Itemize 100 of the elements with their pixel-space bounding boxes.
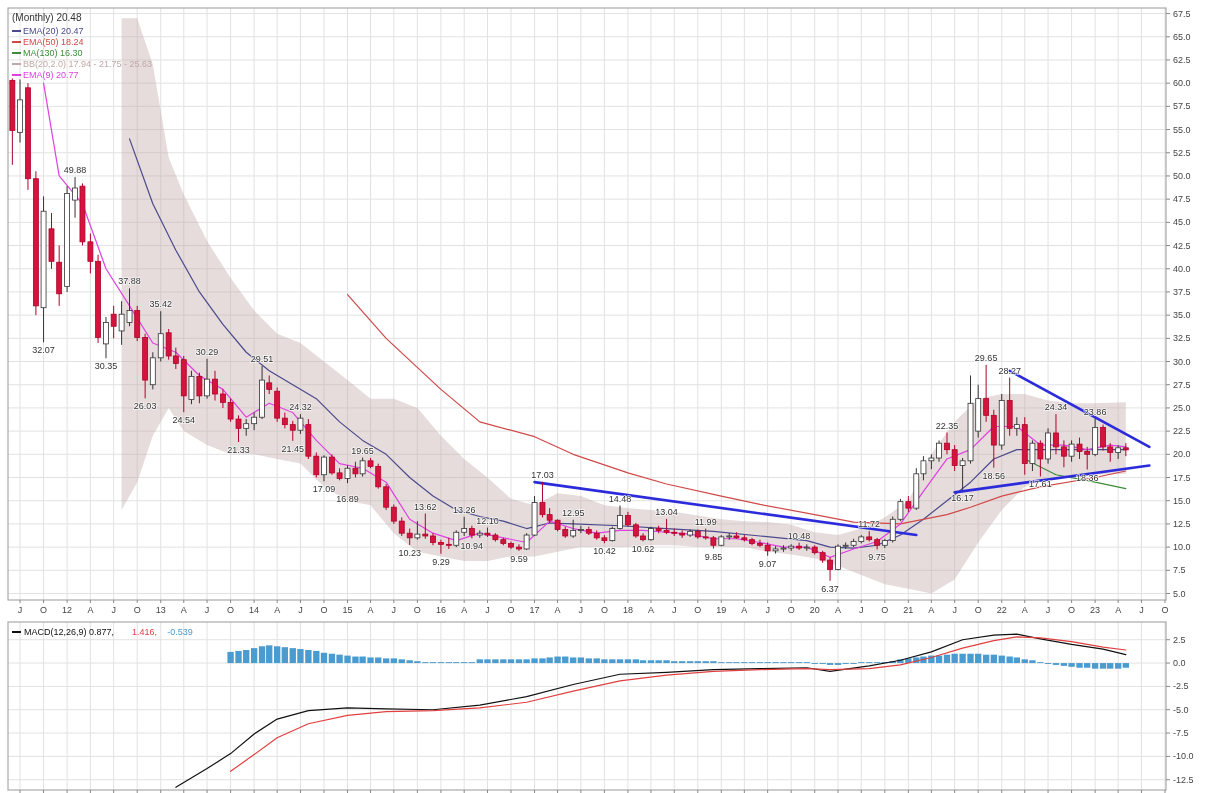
y-tick-label: 55.0 xyxy=(1173,124,1191,135)
y-tick-label: 27.5 xyxy=(1173,379,1191,390)
x-tick-label: J xyxy=(1045,605,1051,615)
x-tick-label: 20 xyxy=(809,605,820,615)
x-tick-label: J xyxy=(578,605,584,615)
y-tick-label: -7.5 xyxy=(1173,728,1189,739)
annotation: 24.54 xyxy=(172,415,196,426)
x-tick-label: O xyxy=(507,605,515,615)
x-tick-label: O xyxy=(413,605,421,615)
x-tick-label: 18 xyxy=(622,605,633,615)
x-tick-label: J xyxy=(485,605,490,615)
x-tick-label: A xyxy=(180,605,187,615)
x-tick-label: O xyxy=(133,605,141,615)
y-tick-label: 15.0 xyxy=(1173,495,1191,506)
annotation: 9.75 xyxy=(868,552,886,563)
annotation: 16.89 xyxy=(336,494,359,505)
y-tick-label: 5.0 xyxy=(1173,588,1186,599)
x-tick-label: 13 xyxy=(155,605,166,615)
y-tick-label: 67.5 xyxy=(1173,8,1191,19)
annotation: 28.27 xyxy=(998,365,1021,376)
y-tick-label: 10.0 xyxy=(1173,542,1191,553)
y-tick-label: 62.5 xyxy=(1173,54,1191,65)
chart-title: (Monthly) 20.48 xyxy=(12,12,82,23)
annotation: 10.42 xyxy=(593,546,616,557)
y-tick-label: 32.5 xyxy=(1173,333,1191,344)
y-tick-label: 35.0 xyxy=(1173,310,1191,321)
x-tick-label: J xyxy=(111,605,116,615)
y-tick-label: -10.0 xyxy=(1173,751,1194,762)
x-tick-label: O xyxy=(881,605,889,615)
legend-label: EMA(20) 20.47 xyxy=(23,26,84,36)
y-tick-label: 65.0 xyxy=(1173,31,1191,42)
x-tick-label: 22 xyxy=(996,605,1007,615)
annotation: 13.04 xyxy=(655,506,678,517)
y-tick-label: 0.0 xyxy=(1173,658,1186,669)
annotation: 9.85 xyxy=(704,551,723,562)
x-tick-label: O xyxy=(227,605,235,615)
legend-label: EMA(50) 18.24 xyxy=(23,37,84,47)
x-tick-label: 16 xyxy=(435,605,446,615)
y-tick-label: 2.5 xyxy=(1173,634,1186,645)
annotation: 11.99 xyxy=(694,516,717,527)
y-tick-label: -12.5 xyxy=(1173,774,1194,785)
annotation: 10.48 xyxy=(787,530,811,541)
annotation: 24.34 xyxy=(1044,402,1068,413)
y-tick-label: 25.0 xyxy=(1173,402,1191,413)
x-tick-label: 17 xyxy=(529,605,540,615)
annotation: 12.95 xyxy=(561,507,585,518)
x-tick-label: J xyxy=(765,605,770,615)
x-tick-label: A xyxy=(741,605,748,615)
y-tick-label: 17.5 xyxy=(1173,472,1191,483)
y-tick-label: 30.0 xyxy=(1173,356,1191,367)
x-tick-label: A xyxy=(1021,605,1028,615)
annotation: 17.09 xyxy=(312,484,336,495)
x-tick-label: A xyxy=(461,605,468,615)
x-tick-label: O xyxy=(1161,605,1169,615)
annotation: 9.29 xyxy=(432,556,450,567)
legend-label: MA(130) 16.30 xyxy=(23,48,83,58)
annotation: 22.35 xyxy=(935,420,959,431)
x-tick-label: O xyxy=(694,605,702,615)
annotation: 35.42 xyxy=(149,299,173,310)
annotation: 21.45 xyxy=(281,443,305,454)
annotation: 10.23 xyxy=(398,547,421,558)
annotation: 32.07 xyxy=(32,345,55,356)
x-tick-label: 14 xyxy=(249,605,260,615)
annotation: 37.88 xyxy=(118,276,141,287)
x-tick-label: A xyxy=(554,605,561,615)
annotation: 9.59 xyxy=(510,553,528,564)
x-tick-label: O xyxy=(320,605,328,615)
y-tick-label: 52.5 xyxy=(1173,147,1191,158)
y-tick-label: 37.5 xyxy=(1173,286,1191,297)
x-tick-label: 12 xyxy=(62,605,73,615)
annotation: 29.65 xyxy=(974,352,998,363)
x-tick-label: O xyxy=(974,605,982,615)
annotation: 18.56 xyxy=(982,470,1006,481)
x-tick-label: A xyxy=(367,605,374,615)
annotation: 6.37 xyxy=(821,583,839,594)
x-tick-label: A xyxy=(928,605,935,615)
legend-label: EMA(9) 20.77 xyxy=(23,70,79,80)
x-tick-label: O xyxy=(787,605,795,615)
annotation: 23.86 xyxy=(1083,406,1107,417)
x-tick-label: J xyxy=(204,605,210,615)
y-tick-label: 50.0 xyxy=(1173,170,1191,181)
annotation: 13.62 xyxy=(414,501,437,512)
x-tick-label: J xyxy=(952,605,957,615)
y-tick-label: 22.5 xyxy=(1173,426,1191,437)
x-tick-label: 15 xyxy=(342,605,353,615)
annotation: 30.35 xyxy=(94,361,118,372)
y-tick-label: 45.0 xyxy=(1173,217,1191,228)
annotation: 12.10 xyxy=(476,515,499,526)
annotation: 10.94 xyxy=(460,541,484,552)
x-tick-label: A xyxy=(647,605,654,615)
x-tick-label: A xyxy=(1115,605,1122,615)
x-tick-label: J xyxy=(298,605,303,615)
y-tick-label: 40.0 xyxy=(1173,263,1191,274)
x-tick-label: A xyxy=(274,605,281,615)
annotation: 9.07 xyxy=(758,558,777,569)
legend-label: MACD(12,26,9) 0.877, xyxy=(24,627,115,637)
y-tick-label: 57.5 xyxy=(1173,101,1191,112)
x-tick-label: J xyxy=(17,605,23,615)
annotation: 19.65 xyxy=(351,445,374,456)
annotation: 49.88 xyxy=(63,165,87,176)
